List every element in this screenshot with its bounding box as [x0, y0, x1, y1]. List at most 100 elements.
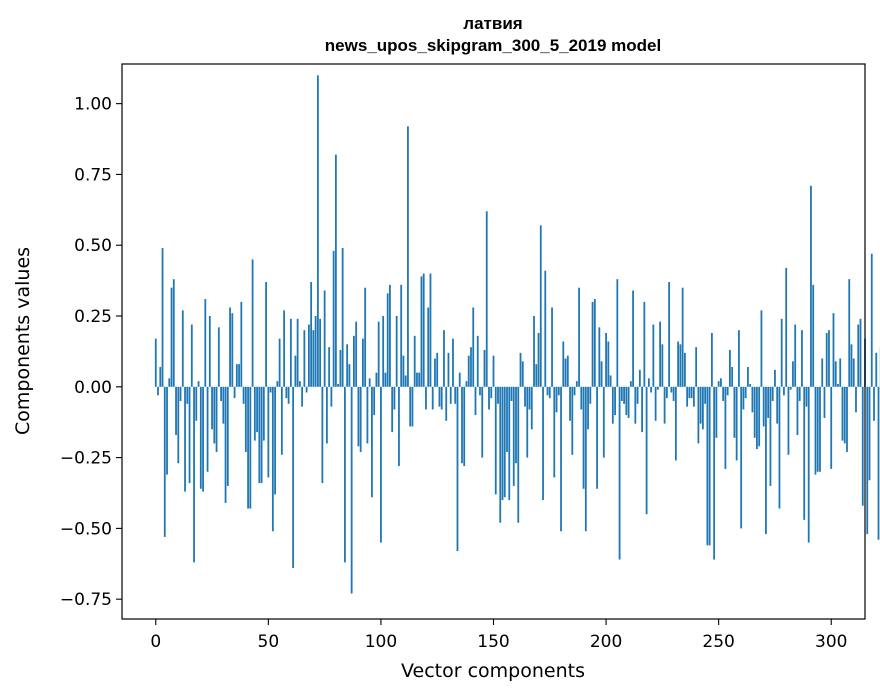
bar [256, 386, 258, 433]
bar [573, 386, 576, 396]
bar [251, 259, 254, 387]
bar [785, 267, 788, 387]
bar [555, 386, 558, 413]
bar [208, 316, 211, 387]
bar [348, 364, 351, 387]
bar [413, 335, 416, 387]
bar [283, 310, 286, 387]
bar [771, 386, 774, 401]
bar [380, 386, 382, 543]
bar [749, 383, 752, 387]
x-axis-label: Vector components [401, 660, 585, 682]
bar [258, 386, 261, 484]
bar [553, 386, 556, 478]
bar [656, 386, 659, 390]
bar [767, 386, 770, 418]
bar [796, 386, 799, 435]
bar [238, 364, 240, 387]
bar [490, 386, 493, 399]
bar [287, 386, 290, 404]
bar [170, 287, 173, 387]
bar [334, 154, 337, 387]
bar [384, 372, 387, 387]
bar [688, 386, 691, 399]
bar [465, 381, 468, 387]
bar [274, 386, 276, 495]
bar [247, 386, 249, 509]
bar [582, 386, 585, 489]
bar [231, 313, 234, 387]
bar [564, 358, 567, 387]
bar [202, 386, 204, 492]
bar [668, 282, 671, 387]
bar [623, 386, 625, 404]
bar [873, 386, 875, 421]
bar [440, 386, 443, 410]
bar [546, 386, 549, 396]
bar [720, 378, 722, 387]
bar [812, 284, 815, 387]
bar [364, 287, 367, 387]
bar [524, 386, 526, 407]
bar [492, 355, 495, 387]
bar [175, 386, 177, 435]
bar [267, 386, 270, 478]
bar [294, 355, 297, 387]
bar [877, 386, 880, 540]
bar [485, 211, 488, 387]
bar [715, 386, 718, 438]
y-axis-ticks: 1.00 0.75 0.50 0.25 0.00 −0.25 −0.50 −0.75 [60, 95, 122, 610]
bar [494, 386, 497, 495]
bar [548, 386, 551, 399]
x-tick-label: 250 [702, 632, 734, 652]
bar [359, 386, 362, 452]
bar [614, 386, 616, 416]
bar [726, 386, 729, 396]
bar [242, 386, 245, 404]
bar [852, 358, 855, 387]
bar [580, 386, 583, 410]
bar [166, 386, 168, 475]
bar [672, 386, 675, 401]
bar [571, 386, 574, 455]
x-axis-ticks: 0 50 100 150 200 250 300 [150, 619, 847, 652]
bar [701, 386, 704, 430]
bar [483, 349, 486, 387]
bar [704, 386, 707, 404]
bar [253, 386, 256, 441]
bar [758, 386, 761, 447]
bar [195, 386, 198, 421]
bar [244, 386, 247, 452]
bar [713, 386, 716, 560]
bar [753, 386, 756, 438]
bar [161, 248, 164, 387]
bar [190, 324, 193, 387]
bar [810, 185, 812, 387]
bar [310, 282, 313, 387]
bar [463, 386, 466, 467]
bar [375, 372, 378, 387]
bar [857, 324, 860, 387]
bar [386, 293, 389, 387]
bar [211, 386, 213, 430]
bar [521, 361, 524, 387]
bar [400, 284, 403, 387]
bar [751, 386, 754, 413]
bar [679, 344, 682, 387]
bar [794, 324, 797, 387]
x-tick-label: 100 [365, 632, 397, 652]
bar [357, 386, 360, 447]
bar [783, 386, 785, 396]
bar [422, 273, 425, 387]
bar [643, 301, 646, 387]
bar [305, 386, 308, 393]
bar [699, 386, 702, 424]
bar [154, 338, 157, 387]
bar [224, 386, 227, 503]
bar [855, 386, 857, 413]
bar [389, 284, 391, 387]
bar [823, 386, 826, 418]
bar [825, 333, 828, 387]
bar [807, 386, 810, 543]
bar [222, 386, 225, 424]
